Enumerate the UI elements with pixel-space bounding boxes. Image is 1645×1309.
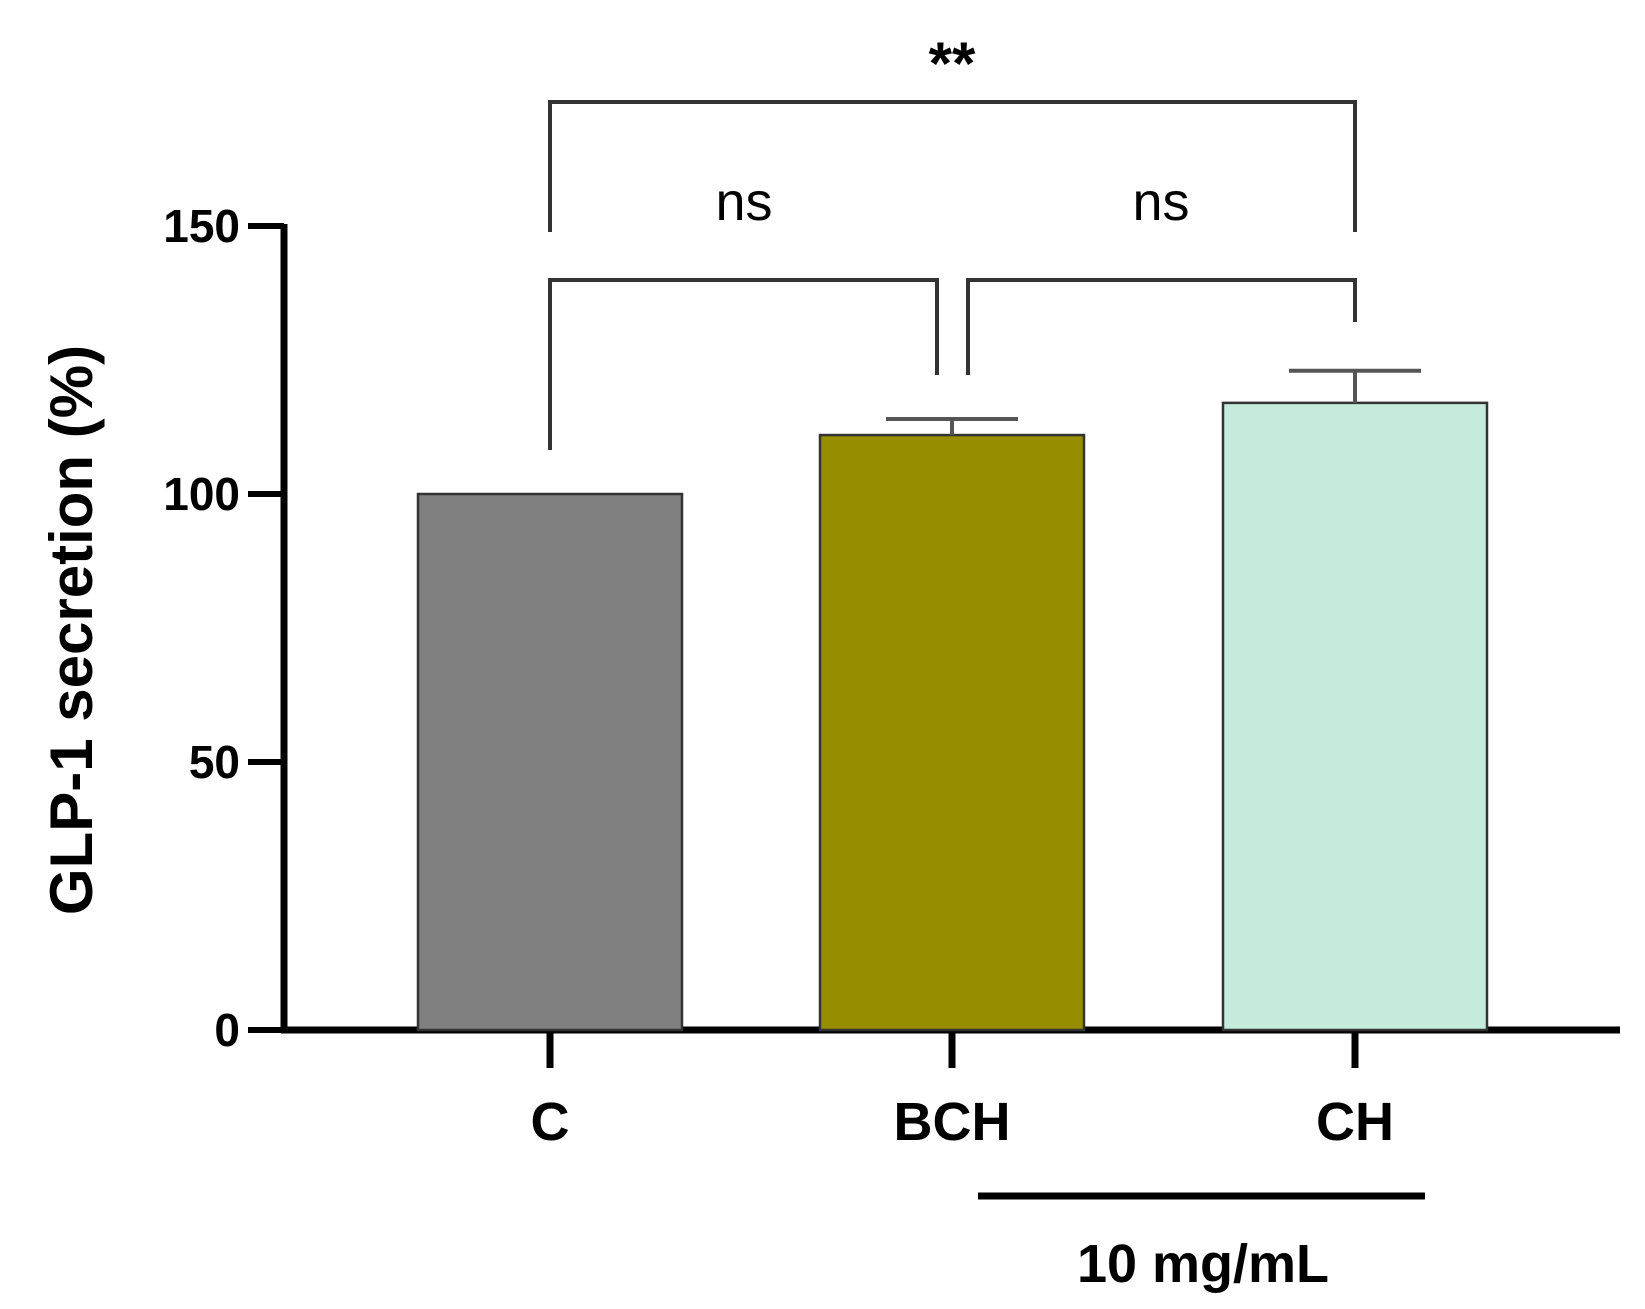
group-label: 10 mg/mL xyxy=(1077,1234,1329,1294)
bar-ch xyxy=(1221,401,1489,1032)
group-annotation: 10 mg/mL xyxy=(978,1192,1425,1294)
y-axis-label: GLP-1 secretion (%) xyxy=(38,345,105,915)
bar-c xyxy=(416,492,684,1032)
x-tick-label-c: C xyxy=(531,1092,570,1152)
x-tick-label-ch: CH xyxy=(1316,1092,1394,1152)
x-tick-label-bch: BCH xyxy=(894,1092,1011,1152)
bars xyxy=(416,401,1489,1032)
significance-brackets: ns ns ** xyxy=(548,30,1357,450)
significance-label: ns xyxy=(1132,172,1189,232)
y-tick-label: 150 xyxy=(163,200,240,252)
error-bars xyxy=(886,368,1421,436)
y-tick-label: 0 xyxy=(214,1004,240,1056)
y-tick-label: 50 xyxy=(189,736,240,788)
y-tick-label: 100 xyxy=(163,468,240,520)
significance-label: ** xyxy=(929,30,976,97)
bracket-c-ch xyxy=(548,100,1357,232)
significance-label: ns xyxy=(715,172,772,232)
tick-labels: 0 50 100 150 C BCH CH xyxy=(163,200,1394,1152)
bracket-bch-ch xyxy=(966,278,1357,375)
bracket-c-bch xyxy=(548,278,939,450)
bar-bch xyxy=(818,433,1086,1032)
